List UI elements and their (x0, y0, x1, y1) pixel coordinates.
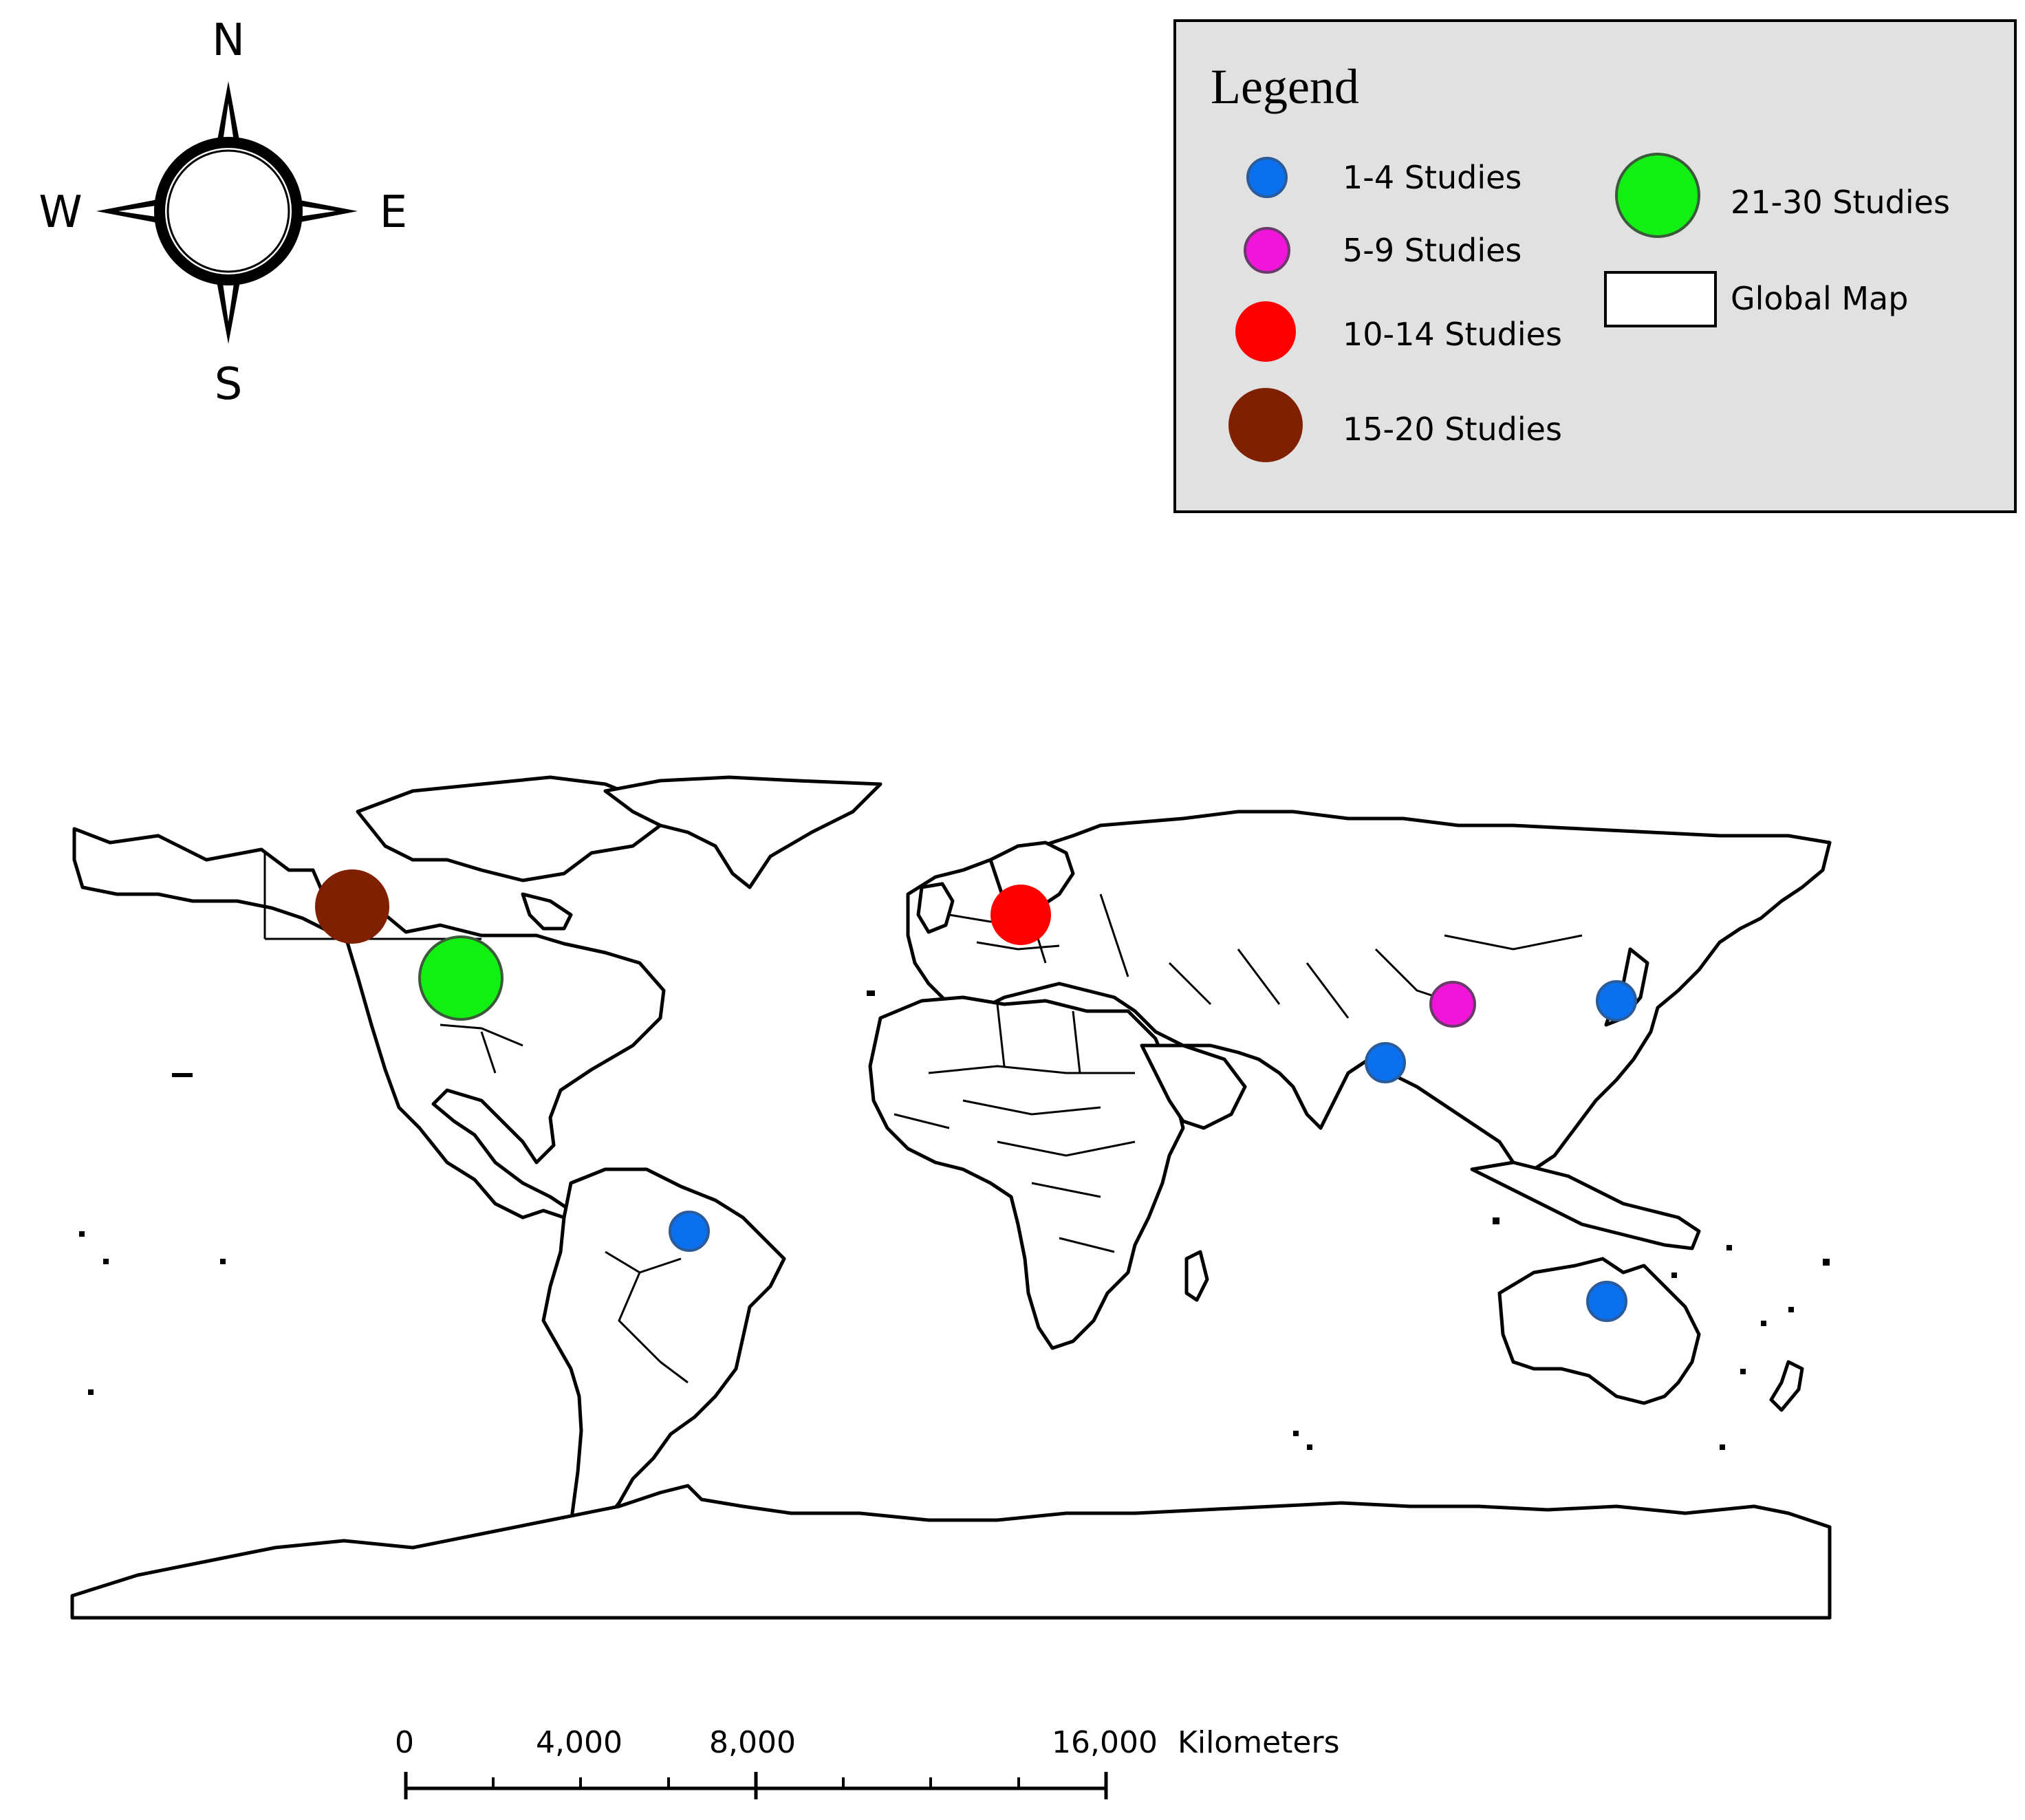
arabian-peninsula (1140, 1043, 1247, 1130)
compass-east-label: E (380, 187, 407, 238)
legend-label-global-map: Global Map (1731, 280, 1908, 317)
scale-tick-0: 0 (395, 1725, 414, 1760)
australia-landmass (1497, 1257, 1701, 1405)
study-markers (315, 869, 1637, 1322)
legend-box: Legend 1-4 Studies 5-9 Studies 10-14 Stu… (1173, 19, 2017, 513)
southeast-asia-islands (1470, 1160, 1701, 1250)
legend-title: Legend (1211, 59, 1359, 114)
scale-tick-16000: 16,000 (1052, 1725, 1158, 1760)
marker-western-canada (315, 869, 389, 944)
legend-swatch-15-20 (1228, 388, 1303, 462)
legend-swatch-10-14 (1235, 301, 1296, 362)
scale-tick-8000: 8,000 (709, 1725, 796, 1760)
legend-background (1173, 19, 2017, 513)
legend-swatch-5-9 (1244, 227, 1290, 274)
compass-rose-icon (96, 81, 358, 344)
compass-west-label: W (39, 187, 82, 238)
marker-bangladesh (1365, 1042, 1406, 1083)
legend-label-5-9: 5-9 Studies (1343, 232, 1522, 269)
legend-swatch-21-30 (1615, 153, 1700, 238)
scale-tick-4000: 4,000 (536, 1725, 622, 1760)
world-map (70, 775, 1832, 1620)
marker-europe (990, 885, 1051, 945)
scale-unit-label: Kilometers (1178, 1725, 1340, 1760)
greenland (603, 775, 882, 889)
legend-label-15-20: 15-20 Studies (1343, 411, 1562, 448)
marker-australia (1586, 1281, 1627, 1322)
canadian-arctic-islands (356, 775, 662, 882)
marker-japan (1596, 980, 1637, 1021)
scattered-islands (79, 990, 1830, 1450)
madagascar (1184, 1250, 1209, 1302)
marker-china (1429, 981, 1476, 1028)
marker-united-states (418, 935, 503, 1021)
africa-landmass (868, 995, 1185, 1350)
eurasia-landmass (906, 810, 1832, 1171)
british-isles (916, 882, 955, 934)
legend-label-21-30: 21-30 Studies (1731, 184, 1950, 221)
legend-swatch-global-map (1604, 271, 1717, 327)
country-borders (263, 853, 1583, 1384)
legend-swatch-1-4 (1246, 157, 1288, 198)
scale-bar: 0 4,000 8,000 16,000 Kilometers (395, 1725, 1340, 1799)
marker-brazil (669, 1211, 710, 1252)
hudson-bay-shore (521, 892, 573, 931)
new-zealand (1769, 1360, 1804, 1412)
compass-south-label: S (215, 359, 243, 410)
legend-label-1-4: 1-4 Studies (1343, 159, 1522, 196)
antarctica-landmass (70, 1484, 1832, 1620)
legend-label-10-14: 10-14 Studies (1343, 316, 1562, 353)
compass-north-label: N (212, 15, 245, 66)
